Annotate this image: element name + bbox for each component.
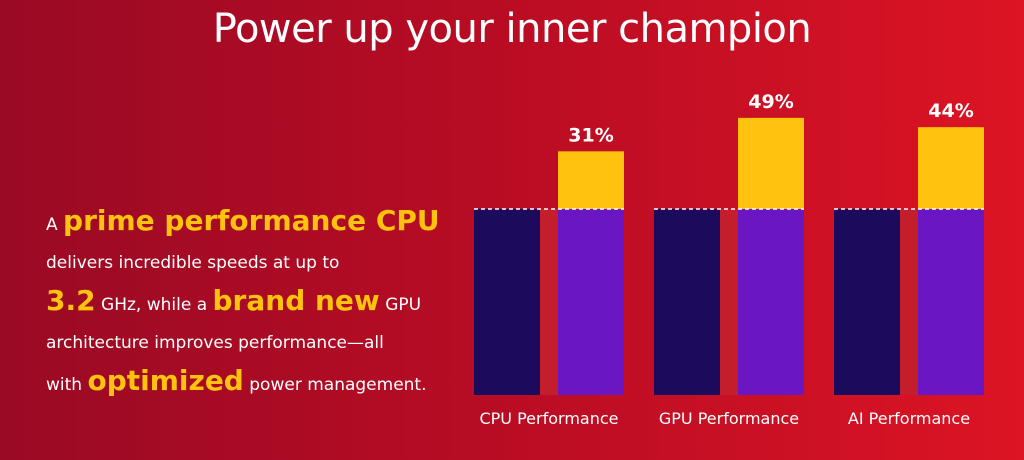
gain-segment <box>558 151 624 209</box>
category-label: AI Performance <box>848 409 970 428</box>
body-with: with <box>46 375 83 395</box>
highlight-optimized: optimized <box>87 364 244 397</box>
body-a: A <box>46 215 58 235</box>
highlight-ghz-value: 3.2 <box>46 284 96 317</box>
bar-gap <box>720 209 738 395</box>
page-title: Power up your inner champion <box>212 6 812 52</box>
gain-segment <box>738 117 804 209</box>
body-line-4: architecture improves performance—all <box>46 333 384 353</box>
body-power: power management. <box>249 375 427 395</box>
category-label: GPU Performance <box>659 409 799 428</box>
body-line-3: 3.2 GHz, while a brand new GPU <box>46 282 476 324</box>
body-line-1: A prime performance CPU <box>46 202 476 244</box>
improved-bar <box>918 209 984 395</box>
baseline-bar <box>654 209 720 395</box>
improved-bar <box>558 209 624 395</box>
gain-segment <box>918 127 984 209</box>
baseline-bar <box>474 209 540 395</box>
body-line-2: delivers incredible speeds at up to <box>46 253 340 273</box>
percent-label: 49% <box>748 91 793 113</box>
body-gpu: GPU <box>385 295 422 315</box>
baseline-bar <box>834 209 900 395</box>
body-ghz-rest: GHz, while a <box>101 295 208 315</box>
percent-label: 31% <box>568 124 613 146</box>
highlight-prime-performance-cpu: prime performance CPU <box>63 204 440 237</box>
bar-gap <box>540 209 558 395</box>
body-copy: A prime performance CPU delivers incredi… <box>46 202 476 404</box>
bar-gap <box>900 209 918 395</box>
body-line-5: with optimized power management. <box>46 362 476 404</box>
category-label: CPU Performance <box>479 409 618 428</box>
percent-label: 44% <box>928 100 973 122</box>
improved-bar <box>738 209 804 395</box>
highlight-brand-new: brand new <box>212 284 380 317</box>
